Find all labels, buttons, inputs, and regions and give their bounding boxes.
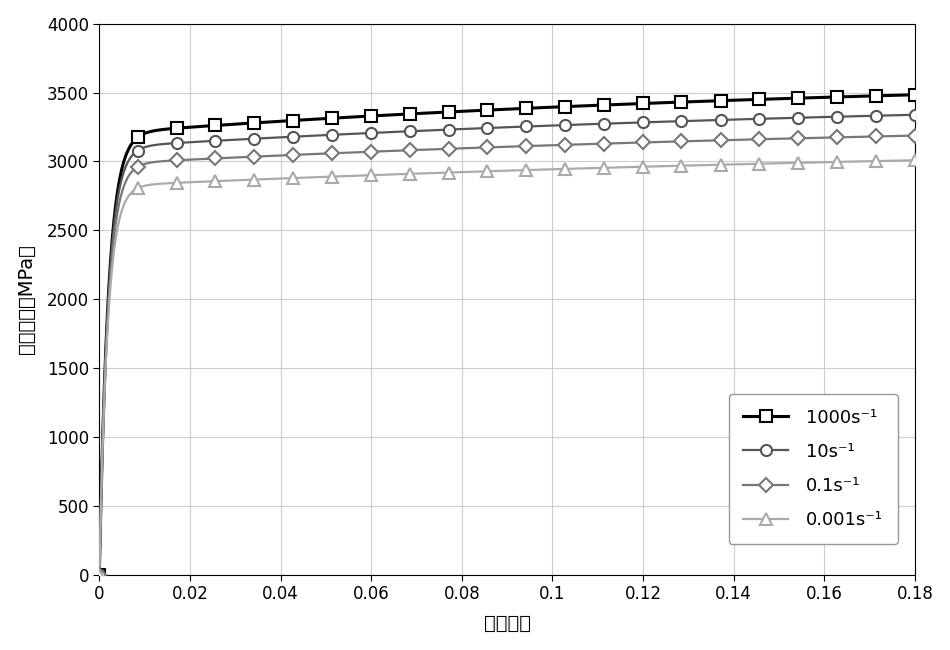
X-axis label: 真实应变: 真实应变 xyxy=(484,614,531,633)
Y-axis label: 真实应力（MPa）: 真实应力（MPa） xyxy=(17,244,36,354)
Legend: 1000s⁻¹, 10s⁻¹, 0.1s⁻¹, 0.001s⁻¹: 1000s⁻¹, 10s⁻¹, 0.1s⁻¹, 0.001s⁻¹ xyxy=(729,394,898,544)
